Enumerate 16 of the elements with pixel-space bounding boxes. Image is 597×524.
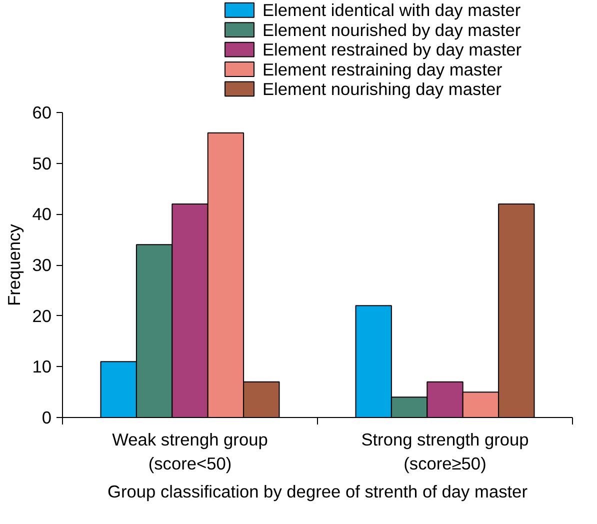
legend-label: Element identical with day master bbox=[262, 0, 521, 20]
x-axis-title: Group classification by degree of strenth of day master bbox=[108, 482, 528, 502]
y-tick-label: 20 bbox=[32, 306, 52, 326]
legend-label: Element nourished by day master bbox=[262, 20, 521, 40]
legend-label: Element restrained by day master bbox=[262, 40, 522, 60]
y-tick-label: 60 bbox=[32, 102, 52, 122]
y-tick-label: 40 bbox=[32, 204, 52, 224]
x-tick-label: Strong strength group (score≥50) bbox=[361, 430, 529, 474]
y-tick-label: 10 bbox=[32, 356, 52, 377]
y-tick-label: 0 bbox=[42, 408, 52, 428]
legend-label: Element restraining day master bbox=[262, 59, 503, 80]
y-tick-label: 50 bbox=[32, 153, 52, 174]
y-tick-label: 30 bbox=[32, 255, 52, 275]
x-tick-label: Weak strengh group (score<50) bbox=[112, 430, 268, 474]
legend-label: Element nourishing day master bbox=[262, 78, 502, 99]
y-axis-title: Frequency bbox=[4, 224, 24, 306]
